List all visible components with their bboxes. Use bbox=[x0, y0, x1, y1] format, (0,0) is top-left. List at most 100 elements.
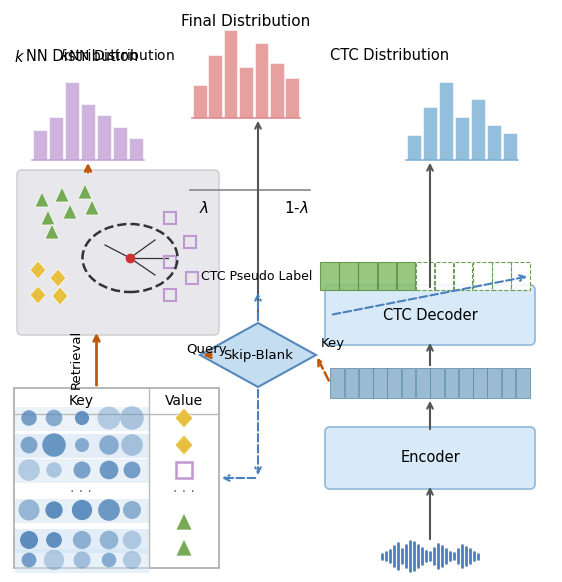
FancyBboxPatch shape bbox=[17, 170, 219, 335]
Bar bbox=[378, 262, 396, 290]
Bar bbox=[129, 138, 143, 160]
Bar bbox=[345, 368, 358, 398]
Bar bbox=[503, 133, 517, 160]
Polygon shape bbox=[78, 184, 92, 199]
Bar bbox=[339, 262, 358, 290]
Circle shape bbox=[20, 531, 38, 549]
Polygon shape bbox=[52, 287, 68, 305]
Text: Key: Key bbox=[321, 337, 345, 350]
Text: Key: Key bbox=[69, 394, 93, 408]
Text: Value: Value bbox=[165, 394, 203, 408]
Bar bbox=[49, 117, 63, 160]
Circle shape bbox=[74, 552, 90, 569]
Circle shape bbox=[99, 435, 119, 455]
Bar bbox=[15, 459, 149, 483]
Bar bbox=[359, 262, 377, 290]
Polygon shape bbox=[30, 261, 46, 279]
Circle shape bbox=[98, 499, 120, 521]
Circle shape bbox=[75, 438, 89, 452]
Circle shape bbox=[46, 532, 62, 548]
Bar bbox=[33, 130, 47, 160]
Bar bbox=[387, 368, 401, 398]
Bar bbox=[397, 262, 415, 290]
Bar bbox=[459, 368, 473, 398]
FancyBboxPatch shape bbox=[325, 427, 535, 489]
Bar bbox=[502, 368, 515, 398]
Bar bbox=[435, 262, 454, 290]
Bar bbox=[487, 368, 501, 398]
Bar bbox=[239, 67, 253, 118]
Bar bbox=[454, 262, 473, 290]
Bar bbox=[15, 549, 149, 573]
Bar bbox=[516, 368, 530, 398]
Polygon shape bbox=[175, 408, 193, 428]
Bar bbox=[209, 55, 222, 118]
Text: $1$-$\lambda$: $1$-$\lambda$ bbox=[284, 200, 309, 216]
Bar bbox=[511, 262, 530, 290]
Polygon shape bbox=[200, 323, 316, 387]
Polygon shape bbox=[45, 224, 59, 239]
Bar bbox=[473, 368, 487, 398]
Polygon shape bbox=[176, 539, 192, 556]
Bar bbox=[97, 115, 111, 160]
Polygon shape bbox=[63, 204, 77, 219]
Text: $k$: $k$ bbox=[14, 49, 25, 65]
Circle shape bbox=[46, 410, 62, 427]
Bar bbox=[164, 212, 176, 224]
Bar bbox=[113, 127, 127, 160]
Circle shape bbox=[121, 434, 143, 456]
Circle shape bbox=[18, 459, 40, 481]
Circle shape bbox=[44, 550, 64, 570]
Circle shape bbox=[42, 433, 66, 457]
Bar bbox=[164, 256, 176, 268]
Circle shape bbox=[123, 531, 141, 549]
FancyBboxPatch shape bbox=[325, 285, 535, 345]
Polygon shape bbox=[175, 435, 193, 455]
Circle shape bbox=[21, 410, 37, 426]
Polygon shape bbox=[41, 210, 55, 225]
Bar bbox=[15, 499, 149, 523]
Polygon shape bbox=[30, 286, 46, 304]
Circle shape bbox=[123, 501, 141, 519]
Bar bbox=[81, 104, 95, 160]
Circle shape bbox=[72, 500, 92, 520]
Text: Final Distribution: Final Distribution bbox=[182, 14, 311, 29]
Bar bbox=[15, 529, 149, 553]
Bar bbox=[184, 236, 196, 248]
Bar bbox=[285, 79, 299, 118]
Text: Skip-Blank: Skip-Blank bbox=[223, 349, 293, 361]
Bar bbox=[439, 82, 453, 160]
Bar bbox=[487, 125, 501, 160]
Bar bbox=[416, 262, 434, 290]
Circle shape bbox=[21, 436, 38, 453]
Circle shape bbox=[123, 551, 141, 569]
Circle shape bbox=[120, 406, 144, 430]
Bar bbox=[373, 368, 387, 398]
Text: Retrieval: Retrieval bbox=[70, 329, 83, 389]
Bar bbox=[330, 368, 344, 398]
Polygon shape bbox=[50, 269, 66, 287]
Text: · · ·: · · · bbox=[173, 485, 195, 499]
Text: $k$NN Distribution: $k$NN Distribution bbox=[60, 48, 175, 63]
Bar bbox=[15, 434, 149, 458]
Circle shape bbox=[46, 501, 63, 519]
Circle shape bbox=[99, 460, 119, 480]
Circle shape bbox=[97, 406, 120, 430]
Bar bbox=[492, 262, 511, 290]
Circle shape bbox=[21, 552, 37, 567]
Bar bbox=[193, 84, 207, 118]
Bar bbox=[164, 289, 176, 301]
Circle shape bbox=[75, 411, 89, 425]
Text: Query: Query bbox=[187, 343, 227, 356]
Text: CTC Decoder: CTC Decoder bbox=[383, 307, 477, 322]
Bar bbox=[402, 368, 415, 398]
Circle shape bbox=[74, 462, 90, 478]
Text: · · ·: · · · bbox=[70, 485, 92, 499]
Circle shape bbox=[124, 462, 140, 478]
Polygon shape bbox=[176, 513, 192, 530]
Bar bbox=[14, 388, 219, 568]
Bar bbox=[176, 462, 192, 478]
Bar bbox=[445, 368, 458, 398]
Text: CTC Distribution: CTC Distribution bbox=[330, 48, 450, 63]
Bar bbox=[407, 135, 421, 160]
